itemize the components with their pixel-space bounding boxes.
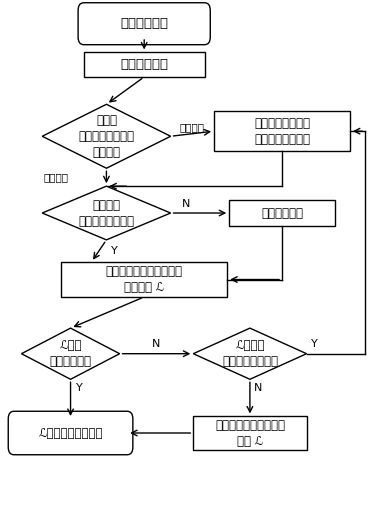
Text: ℒ邻接面
是否有点圆角面？: ℒ邻接面 是否有点圆角面？ — [222, 339, 278, 368]
Text: ℒ即是圆角特征线段: ℒ即是圆角特征线段 — [38, 426, 103, 440]
Polygon shape — [22, 328, 120, 379]
Text: Y: Y — [75, 384, 82, 393]
Text: 延展边圆角面的终止面
截取 ℒ: 延展边圆角面的终止面 截取 ℒ — [215, 419, 285, 447]
Text: 构建辅助平面: 构建辅助平面 — [261, 207, 303, 220]
Text: N: N — [182, 199, 190, 209]
Text: 判断圆
角面是边圆角还是
点圆角面: 判断圆 角面是边圆角还是 点圆角面 — [78, 114, 135, 159]
Bar — [61, 262, 227, 297]
Text: N: N — [152, 340, 161, 349]
Polygon shape — [42, 104, 171, 168]
Text: 边圆角面: 边圆角面 — [44, 172, 69, 182]
Bar — [84, 52, 205, 77]
Text: ℒ是否
为封闭曲线？: ℒ是否 为封闭曲线？ — [50, 339, 92, 368]
Text: 支持面延展至相交生成圆
角特征线 ℒ: 支持面延展至相交生成圆 角特征线 ℒ — [106, 265, 183, 294]
Text: 三维几何模型: 三维几何模型 — [120, 17, 168, 30]
Bar — [229, 200, 335, 226]
Bar — [214, 111, 350, 151]
Text: 选取圆角特征: 选取圆角特征 — [120, 58, 168, 71]
Text: 圆角特征
支持面是否存在？: 圆角特征 支持面是否存在？ — [78, 199, 135, 227]
Text: 点圆角面: 点圆角面 — [180, 122, 205, 132]
Text: 获取与点圆角面相
邻的所有边圆角面: 获取与点圆角面相 邻的所有边圆角面 — [254, 116, 310, 146]
Polygon shape — [42, 186, 171, 240]
FancyBboxPatch shape — [8, 411, 133, 455]
Text: Y: Y — [311, 340, 318, 349]
Bar — [193, 417, 307, 449]
FancyBboxPatch shape — [78, 3, 210, 45]
Text: N: N — [254, 384, 262, 393]
Polygon shape — [193, 328, 307, 379]
Text: Y: Y — [111, 246, 117, 256]
